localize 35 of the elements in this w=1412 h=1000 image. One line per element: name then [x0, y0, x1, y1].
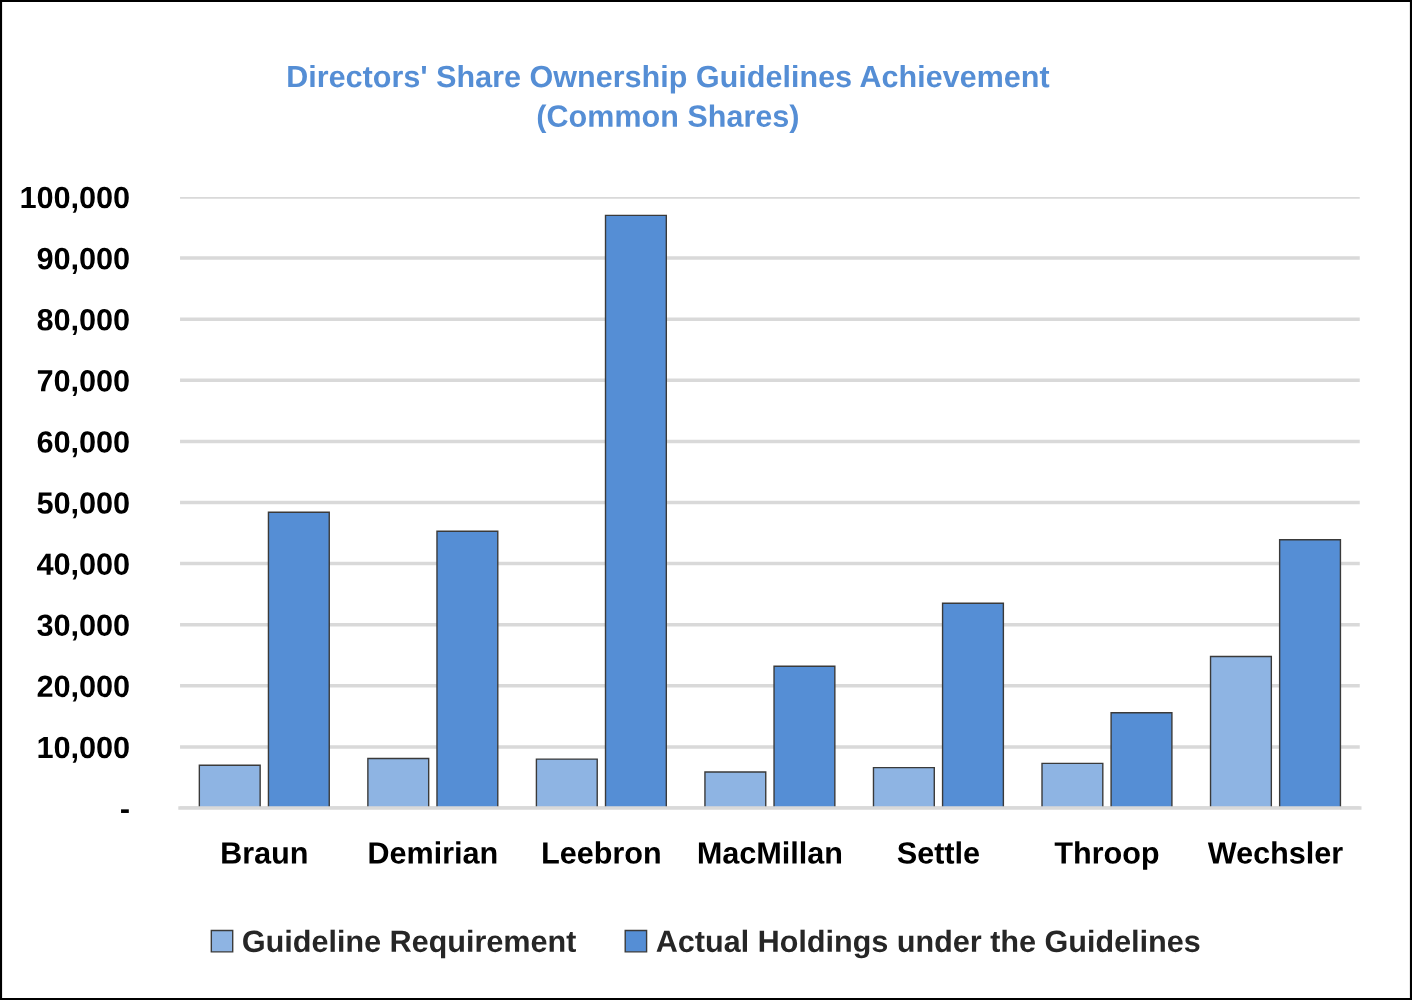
legend-label: Actual Holdings under the Guidelines: [656, 929, 1200, 959]
bar: [872, 766, 935, 808]
x-tick-label: Throop: [1054, 841, 1159, 870]
chart-title: Directors' Share Ownership Guidelines Achievement (Common Shares): [288, 64, 1050, 134]
bar: [436, 530, 499, 808]
y-tick-label: 100,000: [21, 186, 129, 213]
bar: [604, 214, 668, 808]
y-tick-label: 90,000: [37, 247, 129, 274]
x-tick-label: Settle: [897, 841, 979, 864]
y-tick-label: 50,000: [37, 492, 129, 519]
bar: [1110, 711, 1173, 808]
x-tick-label: Wechsler: [1207, 841, 1343, 864]
y-tick-label: 40,000: [37, 553, 129, 580]
x-tick-label: Leebron: [543, 841, 660, 864]
bar: [267, 511, 330, 808]
y-tick-label: 30,000: [37, 614, 129, 641]
bar: [535, 758, 598, 808]
bar: [367, 757, 430, 808]
bar: [198, 764, 261, 808]
y-tick-label: -: [121, 809, 129, 813]
x-tick-label: Braun: [222, 842, 307, 864]
legend-label: Guideline Requirement: [243, 929, 576, 959]
y-tick-label: 80,000: [37, 308, 129, 335]
x-tick-label: Demirian: [369, 841, 497, 864]
y-tick-label: 10,000: [38, 736, 129, 763]
bar: [1278, 539, 1342, 808]
bar: [1041, 762, 1104, 808]
bar: [704, 771, 767, 808]
x-tick-label: MacMillan: [698, 841, 842, 864]
bar: [773, 665, 836, 808]
y-tick-label: 70,000: [37, 370, 129, 397]
bar: [1209, 655, 1273, 808]
y-tick-label: 60,000: [37, 431, 129, 458]
y-tick-label: 20,000: [37, 675, 129, 702]
bar: [941, 602, 1005, 808]
